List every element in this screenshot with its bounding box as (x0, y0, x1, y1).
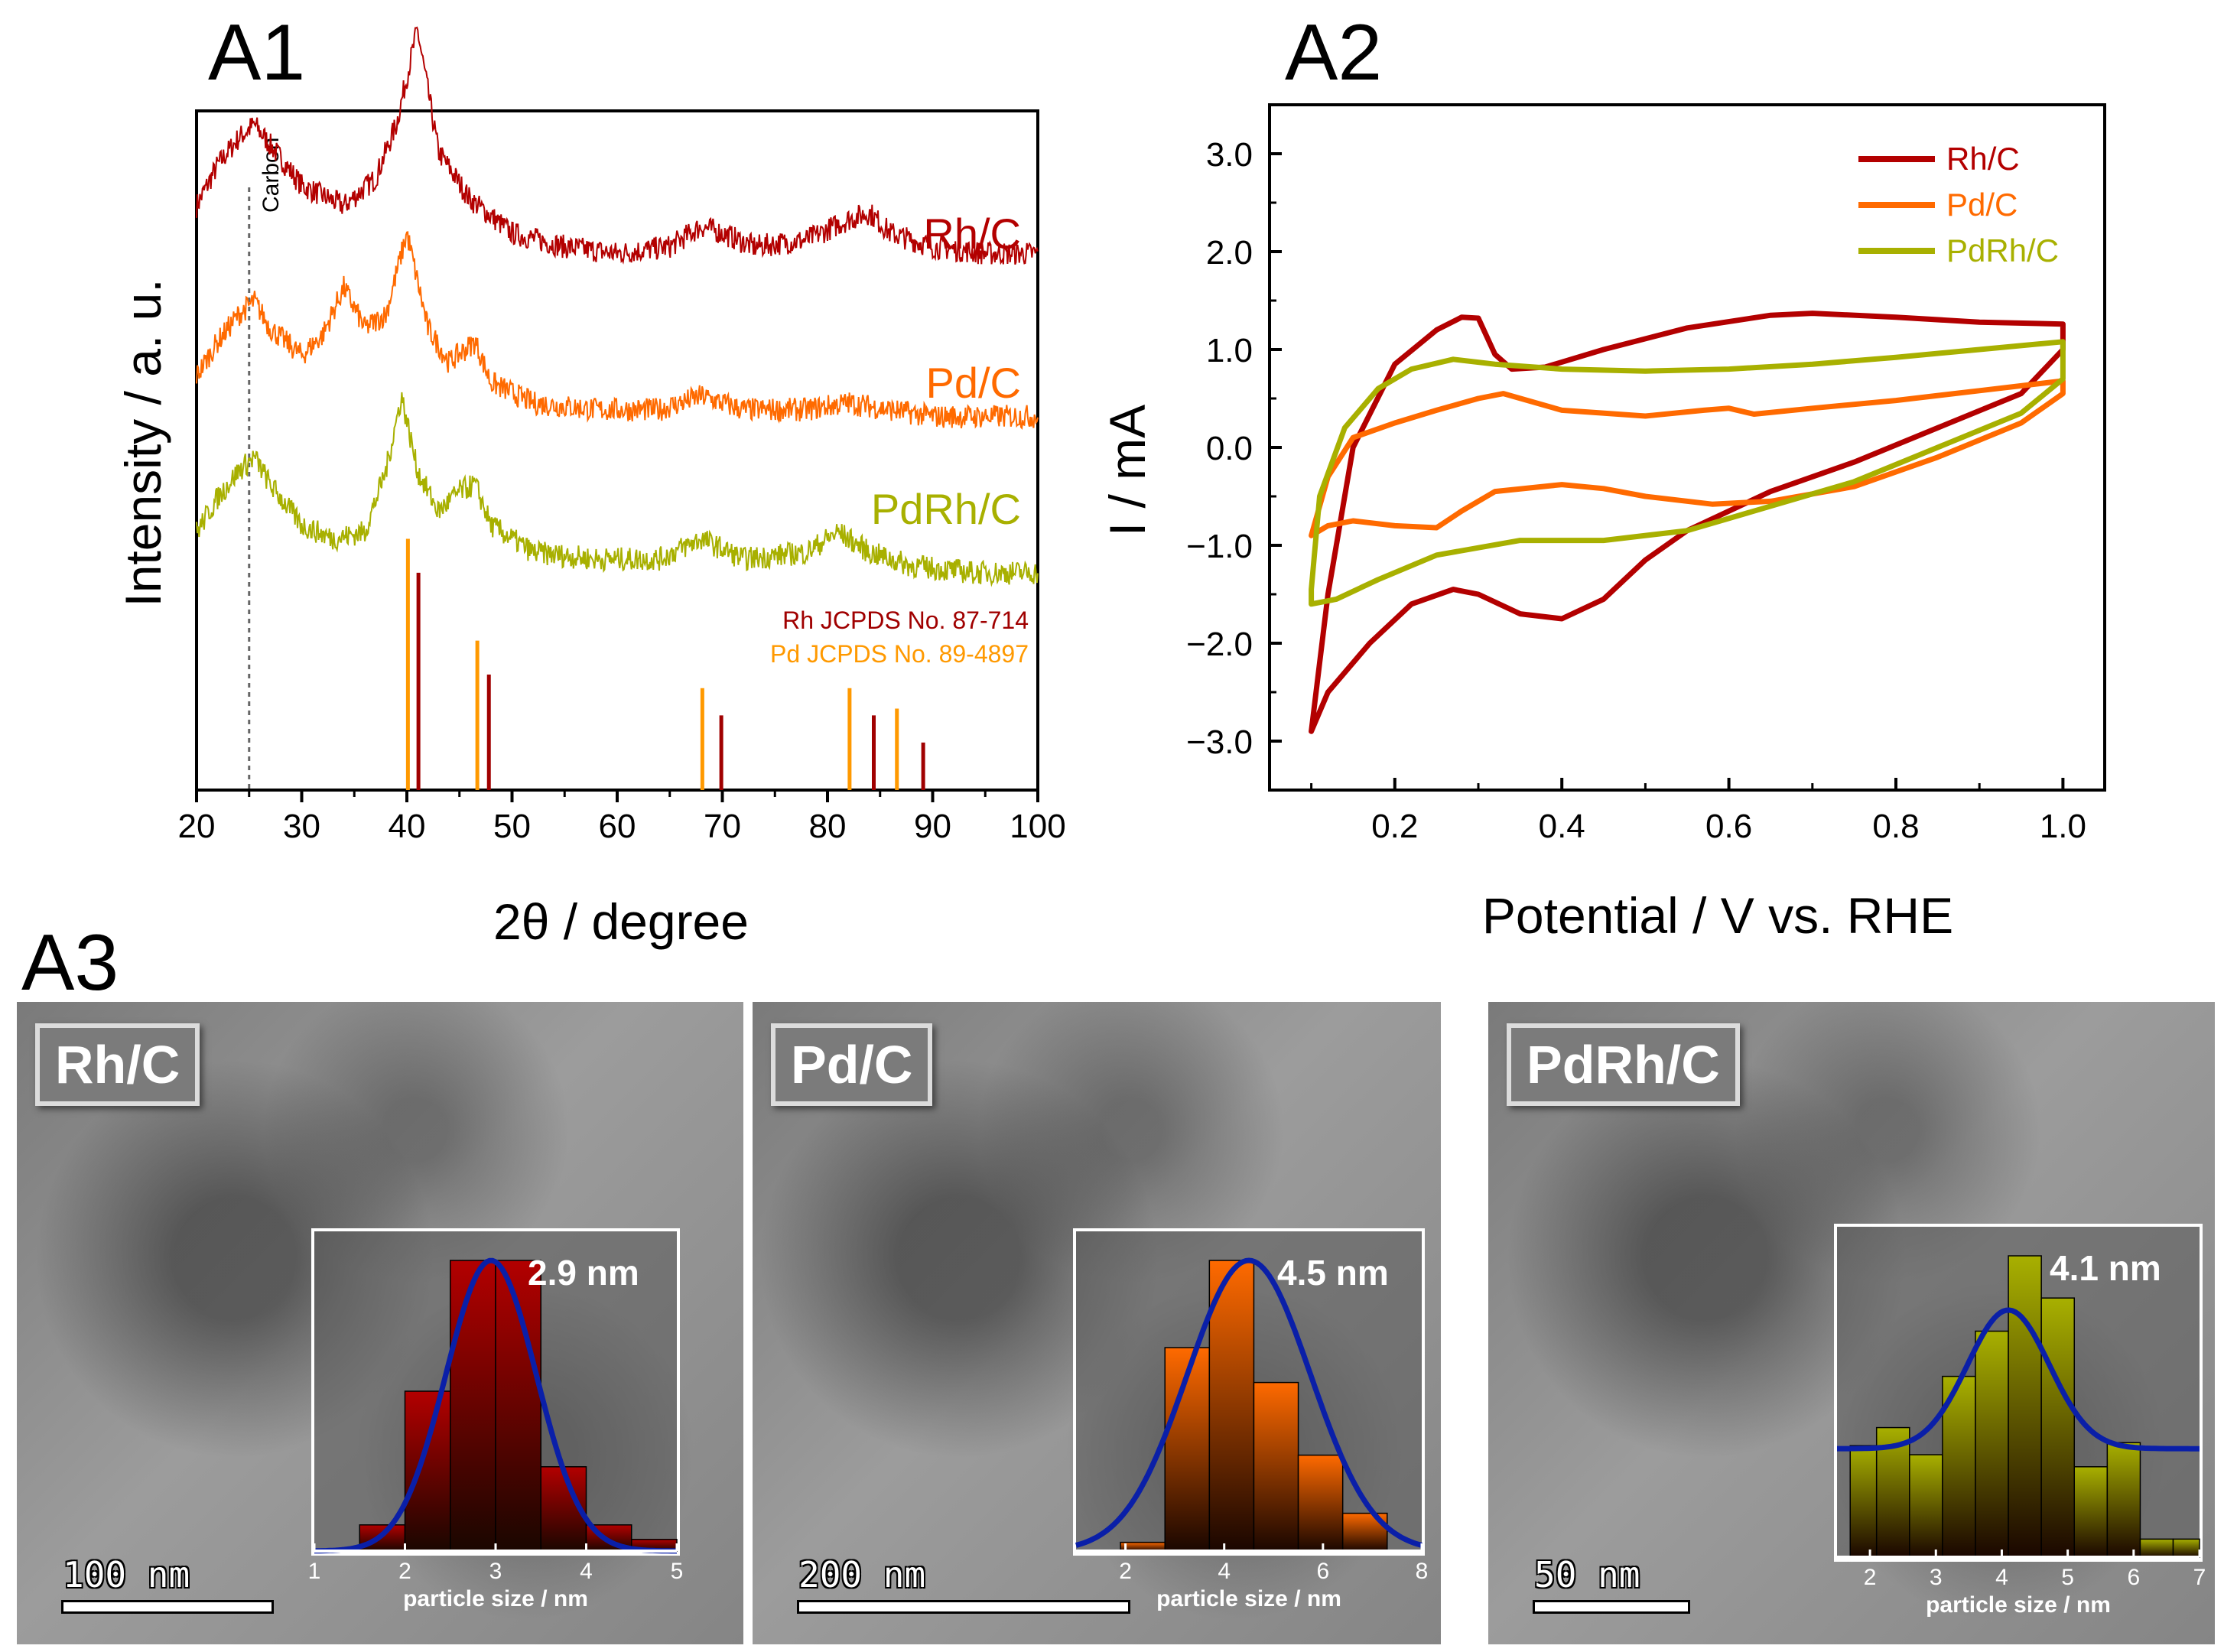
scale-label-pd: 200 nm (798, 1554, 926, 1595)
histogram-x-tick-label: 6 (2127, 1565, 2140, 1590)
xrd-series-rh-c (196, 26, 1039, 265)
tem-badge-rh: Rh/C (35, 1023, 200, 1106)
histogram-x-tick-label: 3 (489, 1559, 502, 1584)
reference-legend-pd: Pd JCPDS No. 89-4897 (770, 640, 1029, 668)
histogram-x-tick-label: 8 (1416, 1559, 1429, 1584)
xrd-x-tick-label: 100 (1010, 808, 1065, 845)
histogram-bar (1297, 1454, 1344, 1552)
xrd-x-tick-label: 80 (809, 808, 847, 845)
histogram-x-axis-title: particle size / nm (1156, 1586, 1341, 1611)
histogram-bar (1849, 1445, 1878, 1558)
xrd-y-axis-title: Intensity / a. u. (115, 278, 171, 606)
cv-x-axis-title: Potential / V vs. RHE (1482, 887, 1953, 944)
scale-bar-pd (797, 1600, 1130, 1614)
cv-x-tick-label: 0.4 (1539, 808, 1585, 845)
cv-y-tick-label: 3.0 (1206, 136, 1253, 174)
xrd-series-pd-c (196, 231, 1039, 431)
xrd-x-tick-label: 60 (599, 808, 636, 845)
histogram-x-tick-label: 2 (398, 1559, 411, 1584)
histogram-x-tick-label: 2 (1119, 1559, 1132, 1584)
histogram-bar (404, 1390, 451, 1552)
xrd-x-tick-label: 20 (178, 808, 216, 845)
histogram-mean-label: 4.1 nm (2050, 1248, 2161, 1288)
xrd-x-tick-label: 30 (283, 808, 320, 845)
tem-badge-pdrh: PdRh/C (1507, 1023, 1740, 1106)
cv-y-tick-label: −3.0 (1186, 724, 1253, 761)
reference-legend-rh: Rh JCPDS No. 87-714 (782, 606, 1029, 634)
histogram-x-axis-title: particle size / nm (403, 1586, 588, 1611)
scale-label-rh: 100 nm (63, 1554, 190, 1595)
histogram-x-tick-label: 5 (671, 1559, 684, 1584)
histogram-bar (1253, 1381, 1299, 1552)
gaussian-fit-curve (1837, 1307, 2200, 1452)
xrd-label-pdrh-c: PdRh/C (871, 485, 1021, 533)
cv-y-tick-label: −1.0 (1186, 528, 1253, 565)
cv-legend-label-rh-c: Rh/C (1946, 141, 2020, 177)
histogram-bar (2106, 1442, 2141, 1558)
xrd-x-tick-label: 70 (704, 808, 741, 845)
histogram-mean-label: 2.9 nm (528, 1253, 639, 1293)
scale-label-pdrh: 50 nm (1534, 1554, 1640, 1595)
panel-label-a3: A3 (21, 919, 119, 1007)
xrd-label-pd-c: Pd/C (926, 359, 1022, 407)
xrd-series-pdrh-c (196, 392, 1039, 587)
histogram-mean-label: 4.5 nm (1277, 1253, 1389, 1293)
histogram-x-tick-label: 3 (1930, 1565, 1943, 1590)
cv-y-tick-label: 1.0 (1206, 332, 1253, 369)
cv-y-tick-label: 0.0 (1206, 430, 1253, 467)
histogram-bar (1208, 1260, 1255, 1552)
histogram-bar (2040, 1297, 2076, 1558)
cv-y-tick-label: −2.0 (1186, 626, 1253, 663)
cv-series-pd-c (1309, 378, 2066, 538)
histogram-x-tick-label: 4 (1995, 1565, 2008, 1590)
histogram-bar (1975, 1330, 2009, 1558)
histogram-bar (2172, 1538, 2200, 1558)
gaussian-fit-curve (1075, 1257, 1423, 1548)
gaussian-fit-curve (314, 1257, 677, 1554)
histogram-x-tick-label: 6 (1317, 1559, 1330, 1584)
tem-badge-pd: Pd/C (771, 1023, 933, 1106)
panel-label-a1: A1 (208, 8, 306, 97)
cv-series-rh-c (1309, 311, 2066, 734)
xrd-x-tick-label: 90 (914, 808, 951, 845)
scale-bar-rh (61, 1600, 274, 1614)
histogram-pdrh-c: 2 3 4 5 6 7 particle size / nm 4.1 nm (1837, 1248, 2206, 1618)
histogram-x-tick-label: 1 (308, 1559, 321, 1584)
histogram-x-tick-label: 5 (2061, 1565, 2074, 1590)
xrd-x-tick-label: 40 (389, 808, 426, 845)
xrd-x-axis-title: 2θ / degree (493, 893, 749, 950)
cv-x-tick-label: 0.6 (1705, 808, 1752, 845)
histogram-x-tick-label: 4 (580, 1559, 593, 1584)
histogram-bar (2139, 1538, 2174, 1558)
cv-legend-label-pd-c: Pd/C (1946, 187, 2018, 223)
histogram-bar (450, 1260, 496, 1552)
xrd-label-rh-c: Rh/C (923, 210, 1021, 258)
histogram-bar (2008, 1255, 2042, 1558)
histogram-pd-c: 2 4 6 8 particle size / nm 4.5 nm (1075, 1253, 1429, 1611)
histogram-bar (2073, 1466, 2109, 1558)
cv-chart: Rh/C Pd/C PdRh/C 0.2 0.4 0.6 0.8 1.0 3.0 2.0 1.0 0.… (1099, 103, 2106, 944)
histogram-x-tick-label: 2 (1864, 1565, 1877, 1590)
xrd-plot-frame (195, 109, 1039, 792)
cv-series-pdrh-c (1309, 339, 2066, 607)
cv-x-tick-label: 1.0 (2040, 808, 2086, 845)
histogram-rh-c: 1 2 3 4 5 particle size / nm 2.9 nm (308, 1253, 684, 1611)
cv-legend-label-pdrh-c: PdRh/C (1946, 233, 2059, 268)
histogram-x-tick-label: 7 (2193, 1565, 2206, 1590)
histogram-bar (1909, 1454, 1943, 1558)
cv-x-tick-label: 0.8 (1872, 808, 1919, 845)
panel-label-a2: A2 (1285, 8, 1383, 97)
scale-bar-pdrh (1533, 1600, 1690, 1614)
histogram-x-axis-title: particle size / nm (1926, 1592, 2111, 1618)
cv-x-tick-label: 0.2 (1371, 808, 1418, 845)
cv-y-tick-label: 2.0 (1206, 234, 1253, 272)
xrd-x-tick-label: 50 (493, 808, 531, 845)
histogram-x-tick-label: 4 (1218, 1559, 1231, 1584)
cv-y-axis-title: I / mA (1099, 405, 1156, 536)
